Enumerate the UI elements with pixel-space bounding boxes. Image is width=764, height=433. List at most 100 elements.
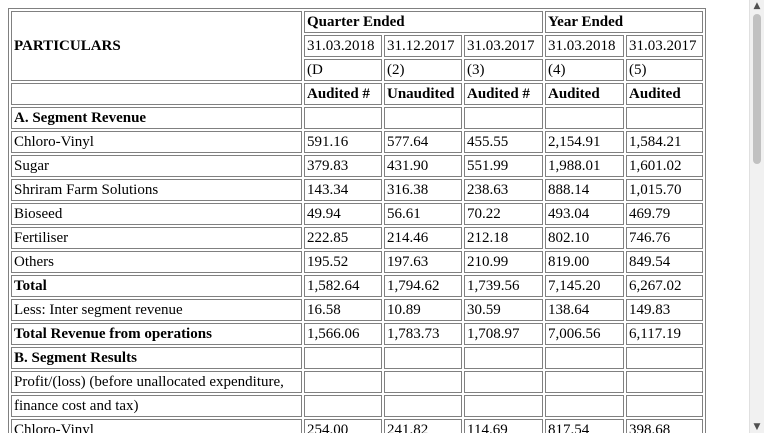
row-label: Chloro-Vinyl (11, 419, 302, 433)
quarter-ended-header: Quarter Ended (304, 11, 543, 33)
value-cell: 6,267.02 (626, 275, 703, 297)
audit-status: Audited # (304, 83, 382, 105)
value-cell: 149.83 (626, 299, 703, 321)
value-cell: 7,145.20 (545, 275, 624, 297)
value-cell: 197.63 (384, 251, 462, 273)
value-cell: 888.14 (545, 179, 624, 201)
value-cell: 1,601.02 (626, 155, 703, 177)
value-cell (384, 395, 462, 417)
value-cell (464, 371, 543, 393)
audit-status: Unaudited (384, 83, 462, 105)
column-number: (3) (464, 59, 543, 81)
value-cell (545, 107, 624, 129)
value-cell (545, 395, 624, 417)
audit-status: Audited (545, 83, 624, 105)
value-cell (626, 395, 703, 417)
value-cell: 143.34 (304, 179, 382, 201)
table-row: Shriram Farm Solutions 143.34 316.38 238.63… (11, 179, 703, 201)
value-cell: 49.94 (304, 203, 382, 225)
value-cell: 817.54 (545, 419, 624, 433)
audit-status: Audited # (464, 83, 543, 105)
table-row: Others 195.52 197.63 210.99 819.00 849.54 (11, 251, 703, 273)
value-cell (304, 371, 382, 393)
particulars-header: PARTICULARS (11, 11, 302, 81)
date-header: 31.12.2017 (384, 35, 462, 57)
date-header: 31.03.2018 (304, 35, 382, 57)
scroll-up-arrow-icon[interactable]: ▲ (753, 1, 761, 11)
blank-cell (11, 83, 302, 105)
value-cell: 1,566.06 (304, 323, 382, 345)
row-label: Sugar (11, 155, 302, 177)
value-cell: 431.90 (384, 155, 462, 177)
value-cell: 254.00 (304, 419, 382, 433)
value-cell: 10.89 (384, 299, 462, 321)
value-cell (626, 371, 703, 393)
table-row: Chloro-Vinyl 254.00 241.82 114.69 817.54 398.… (11, 419, 703, 433)
date-header: 31.03.2017 (626, 35, 703, 57)
value-cell: 222.85 (304, 227, 382, 249)
column-number: (4) (545, 59, 624, 81)
row-label: B. Segment Results (11, 347, 302, 369)
value-cell: 16.58 (304, 299, 382, 321)
value-cell: 398.68 (626, 419, 703, 433)
value-cell (545, 371, 624, 393)
value-cell: 746.76 (626, 227, 703, 249)
segment-results-table: PARTICULARS Quarter Ended Year Ended 31.… (8, 8, 706, 433)
value-cell: 316.38 (384, 179, 462, 201)
value-cell (304, 395, 382, 417)
vertical-scrollbar[interactable]: ▲ ▼ (749, 0, 764, 433)
value-cell (304, 107, 382, 129)
row-label: A. Segment Revenue (11, 107, 302, 129)
scroll-down-arrow-icon[interactable]: ▼ (753, 422, 761, 432)
scrollbar-thumb[interactable] (753, 14, 761, 164)
table-row: Fertiliser 222.85 214.46 212.18 802.10 746.76 (11, 227, 703, 249)
audit-status: Audited (626, 83, 703, 105)
value-cell: 238.63 (464, 179, 543, 201)
row-label: Total (11, 275, 302, 297)
value-cell: 30.59 (464, 299, 543, 321)
value-cell: 1,783.73 (384, 323, 462, 345)
row-label: Total Revenue from operations (11, 323, 302, 345)
row-label: Profit/(loss) (before unallocated expend… (11, 371, 302, 393)
table-row: Bioseed 49.94 56.61 70.22 493.04 469.79 (11, 203, 703, 225)
value-cell: 591.16 (304, 131, 382, 153)
value-cell: 802.10 (545, 227, 624, 249)
header-row-column-numbers: (D (2) (3) (4) (5) (11, 59, 703, 81)
value-cell (626, 347, 703, 369)
value-cell: 493.04 (545, 203, 624, 225)
value-cell: 114.69 (464, 419, 543, 433)
value-cell: 7,006.56 (545, 323, 624, 345)
value-cell: 819.00 (545, 251, 624, 273)
table-row: Total Revenue from operations 1,566.06 1,7… (11, 323, 703, 345)
value-cell: 212.18 (464, 227, 543, 249)
row-label: Fertiliser (11, 227, 302, 249)
value-cell (464, 347, 543, 369)
value-cell: 241.82 (384, 419, 462, 433)
value-cell: 1,708.97 (464, 323, 543, 345)
year-ended-header: Year Ended (545, 11, 703, 33)
value-cell: 6,117.19 (626, 323, 703, 345)
column-number: (D (304, 59, 382, 81)
value-cell (384, 347, 462, 369)
value-cell: 469.79 (626, 203, 703, 225)
row-label: Others (11, 251, 302, 273)
value-cell: 577.64 (384, 131, 462, 153)
value-cell: 70.22 (464, 203, 543, 225)
value-cell (304, 347, 382, 369)
value-cell: 195.52 (304, 251, 382, 273)
value-cell (464, 107, 543, 129)
value-cell: 56.61 (384, 203, 462, 225)
table-row: A. Segment Revenue (11, 107, 703, 129)
column-number: (2) (384, 59, 462, 81)
value-cell: 455.55 (464, 131, 543, 153)
value-cell (626, 107, 703, 129)
header-row-groups: PARTICULARS Quarter Ended Year Ended (11, 11, 703, 81)
value-cell: 210.99 (464, 251, 543, 273)
value-cell (464, 395, 543, 417)
table-row: Profit/(loss) (before unallocated expend… (11, 371, 703, 393)
value-cell: 1,794.62 (384, 275, 462, 297)
column-number: (5) (626, 59, 703, 81)
date-header: 31.03.2017 (464, 35, 543, 57)
value-cell: 1,988.01 (545, 155, 624, 177)
